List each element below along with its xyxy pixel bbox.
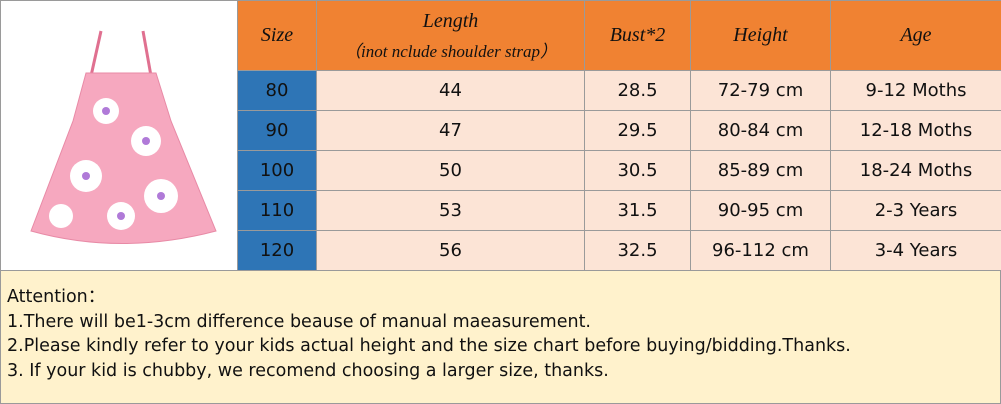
- attention-line: 2.Please kindly refer to your kids actua…: [7, 336, 851, 356]
- size-cell: 80: [237, 70, 317, 111]
- data-cell: 31.5: [584, 190, 691, 231]
- attention-line: 1.There will be1-3cm difference beause o…: [7, 311, 591, 332]
- data-cell: 85-89 cm: [690, 150, 831, 191]
- product-image: [0, 0, 238, 271]
- data-cell: 53: [316, 190, 585, 231]
- strap: [141, 30, 153, 77]
- header-text: Bust*2: [609, 24, 666, 46]
- data-cell: 80-84 cm: [690, 110, 831, 151]
- size-cell: 100: [237, 150, 317, 191]
- header-text: Height: [733, 24, 788, 46]
- dress-pattern: [49, 98, 178, 230]
- data-cell: 96-112 cm: [690, 230, 831, 271]
- data-cell: 50: [316, 150, 585, 191]
- dress-dots: [82, 107, 165, 220]
- attention-title: Attention：: [7, 287, 106, 307]
- data-cell: 3-4 Years: [830, 230, 1001, 271]
- header-cell: Height: [690, 0, 831, 71]
- header-text: Age: [900, 24, 932, 46]
- data-cell: 32.5: [584, 230, 691, 271]
- data-cell: 44: [316, 70, 585, 111]
- data-cell: 90-95 cm: [690, 190, 831, 231]
- data-cell: 12-18 Moths: [830, 110, 1001, 151]
- header-text: Size: [260, 24, 294, 46]
- attention-line: 3. If your kid is chubby, we recomend ch…: [7, 360, 609, 381]
- header-cell: Length （inot nclude shoulder strap）: [316, 0, 585, 71]
- attention-box: Attention： 1.There will be1-3cm differen…: [0, 270, 1001, 404]
- data-cell: 47: [316, 110, 585, 151]
- size-cell: 110: [237, 190, 317, 231]
- data-cell: 2-3 Years: [830, 190, 1001, 231]
- data-cell: 9-12 Moths: [830, 70, 1001, 111]
- size-cell: 120: [237, 230, 317, 271]
- data-cell: 29.5: [584, 110, 691, 151]
- header-cell: Size: [237, 0, 317, 71]
- data-cell: 56: [316, 230, 585, 271]
- header-note: （inot nclude shoulder strap）: [344, 41, 557, 61]
- data-cell: 18-24 Moths: [830, 150, 1001, 191]
- header-text: Length: [422, 9, 479, 32]
- data-cell: 72-79 cm: [690, 70, 831, 111]
- strap: [89, 30, 103, 77]
- data-cell: 28.5: [584, 70, 691, 111]
- data-cell: 30.5: [584, 150, 691, 191]
- header-cell: Bust*2: [584, 0, 691, 71]
- size-cell: 90: [237, 110, 317, 151]
- header-cell: Age: [830, 0, 1001, 71]
